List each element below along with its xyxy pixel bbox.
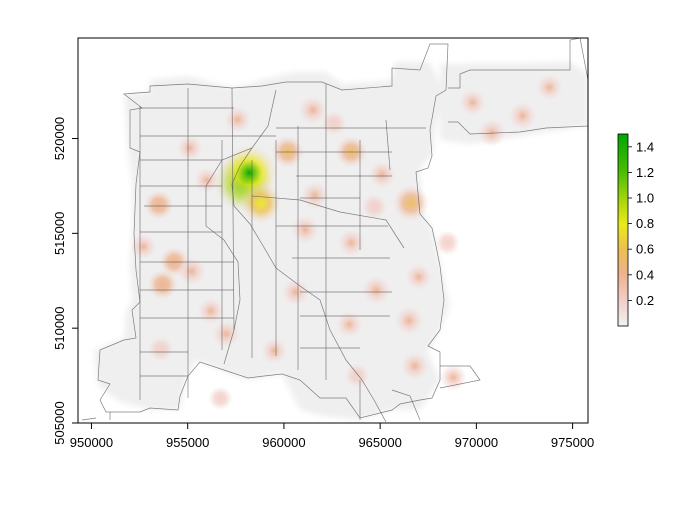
density-hotspot: [197, 298, 224, 325]
grid-verticals: [139, 84, 391, 400]
density-surface: [130, 74, 563, 411]
legend-tick-label: 1.2: [636, 165, 654, 180]
legend-ticks: 0.2 0.4 0.6 0.8 1.0 1.2 1.4: [628, 139, 654, 308]
x-axis: 950000 955000 960000 965000 970000 975000: [70, 422, 594, 450]
density-hotspot: [368, 161, 396, 189]
city-outline: [97, 43, 449, 419]
density-hotspot: [434, 230, 461, 256]
density-hotspot: [143, 189, 174, 220]
grid-horizontals: [140, 107, 426, 377]
south-arms: [81, 365, 481, 421]
river-diagonal: [231, 147, 387, 423]
density-hotspot: [177, 257, 206, 286]
tract-boundaries: [81, 38, 588, 423]
density-hotspot: [176, 135, 203, 161]
legend-tick-label: 1.0: [636, 191, 654, 206]
density-hotspot: [301, 181, 329, 210]
y-tick-label: 510000: [52, 306, 67, 349]
density-hotspot: [298, 95, 327, 125]
density-hotspot: [321, 110, 347, 136]
density-hotspot: [508, 102, 537, 130]
density-hotspot: [392, 184, 430, 222]
density-hotspot: [281, 278, 309, 306]
density-hotspot: [459, 89, 486, 116]
y-axis: 505000 510000 515000 520000: [52, 117, 79, 445]
density-hotspot: [194, 167, 220, 194]
legend-tick-label: 0.6: [636, 242, 654, 257]
y-tick-label: 520000: [52, 117, 67, 160]
x-tick-label: 960000: [262, 435, 305, 450]
density-hotspot: [361, 194, 387, 220]
density-hotspot: [240, 182, 282, 224]
density-hotspot: [291, 215, 320, 244]
y-tick-label: 505000: [52, 401, 67, 444]
x-tick-label: 955000: [166, 435, 209, 450]
density-hotspot: [208, 386, 233, 411]
y-tick-label: 515000: [52, 212, 67, 255]
density-hotspot: [337, 229, 365, 257]
x-tick-label: 950000: [70, 435, 113, 450]
density-hotspot: [261, 338, 288, 364]
density-hotspot: [439, 364, 467, 391]
density-hotspot: [224, 106, 251, 133]
density-hotspot: [130, 233, 157, 260]
highway-diagonal: [205, 89, 277, 365]
density-hotspot: [362, 276, 391, 305]
density-hotspot: [148, 336, 174, 362]
legend-tick-label: 0.2: [636, 293, 654, 308]
highway-east: [251, 195, 405, 249]
density-hotspot: [400, 352, 429, 381]
density-hotspot: [394, 306, 424, 335]
density-hotspot: [212, 320, 240, 348]
density-hotspot: [344, 363, 370, 388]
northeast-outline: [448, 38, 588, 135]
density-hotspot: [147, 269, 178, 300]
x-tick-label: 975000: [551, 435, 594, 450]
density-hotspot: [536, 74, 563, 101]
density-hotspot: [405, 264, 432, 290]
legend-tick-label: 0.8: [636, 216, 654, 231]
color-legend: 0.2 0.4 0.6 0.8 1.0 1.2 1.4: [617, 133, 654, 327]
x-tick-label: 970000: [455, 435, 498, 450]
legend-tick-label: 1.4: [636, 139, 654, 154]
density-hotspot: [336, 311, 363, 338]
x-tick-label: 965000: [358, 435, 401, 450]
legend-tick-label: 0.4: [636, 267, 654, 282]
legend-bar: [617, 133, 629, 327]
